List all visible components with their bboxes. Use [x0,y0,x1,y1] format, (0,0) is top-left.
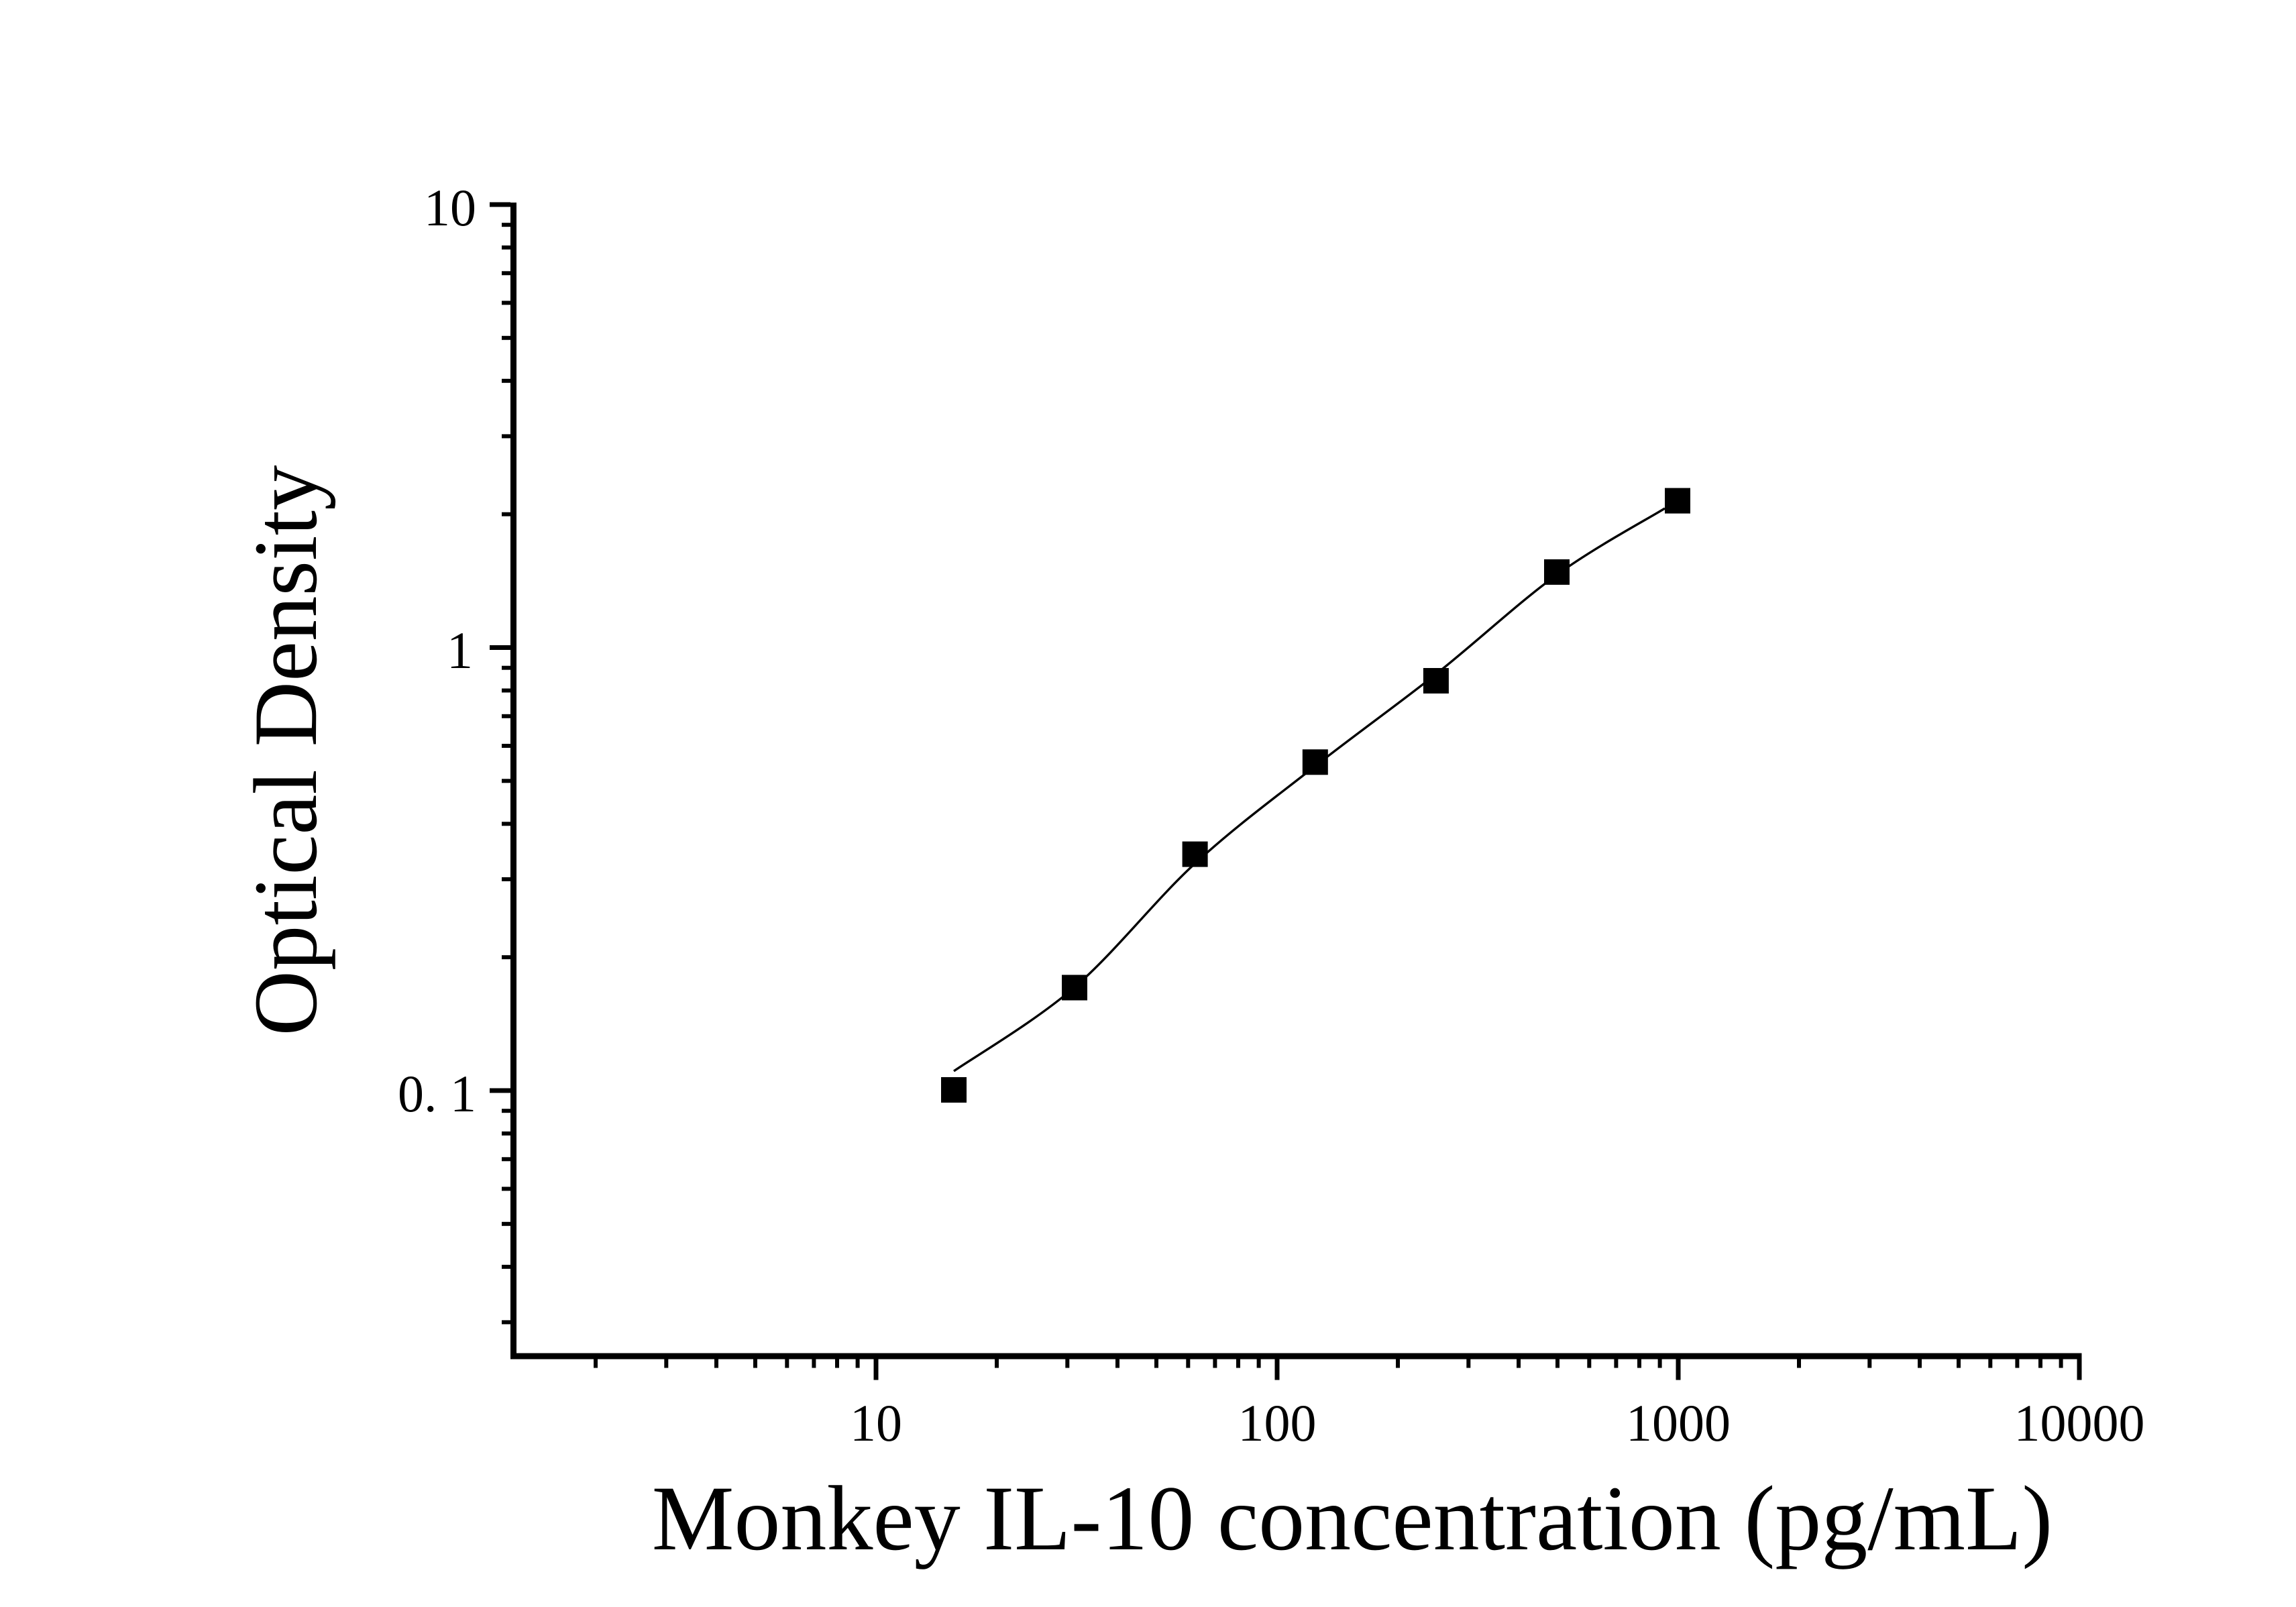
svg-text:0. 1: 0. 1 [398,1064,476,1123]
svg-text:Optical Density: Optical Density [236,465,336,1036]
svg-text:1: 1 [447,621,473,679]
svg-text:10000: 10000 [2014,1394,2145,1452]
svg-text:1000: 1000 [1626,1394,1731,1452]
svg-text:10: 10 [850,1394,902,1452]
svg-text:10: 10 [424,178,476,237]
svg-text:Monkey IL-10 concentration (pg: Monkey IL-10 concentration (pg/mL) [652,1467,2053,1569]
svg-text:100: 100 [1238,1394,1317,1452]
